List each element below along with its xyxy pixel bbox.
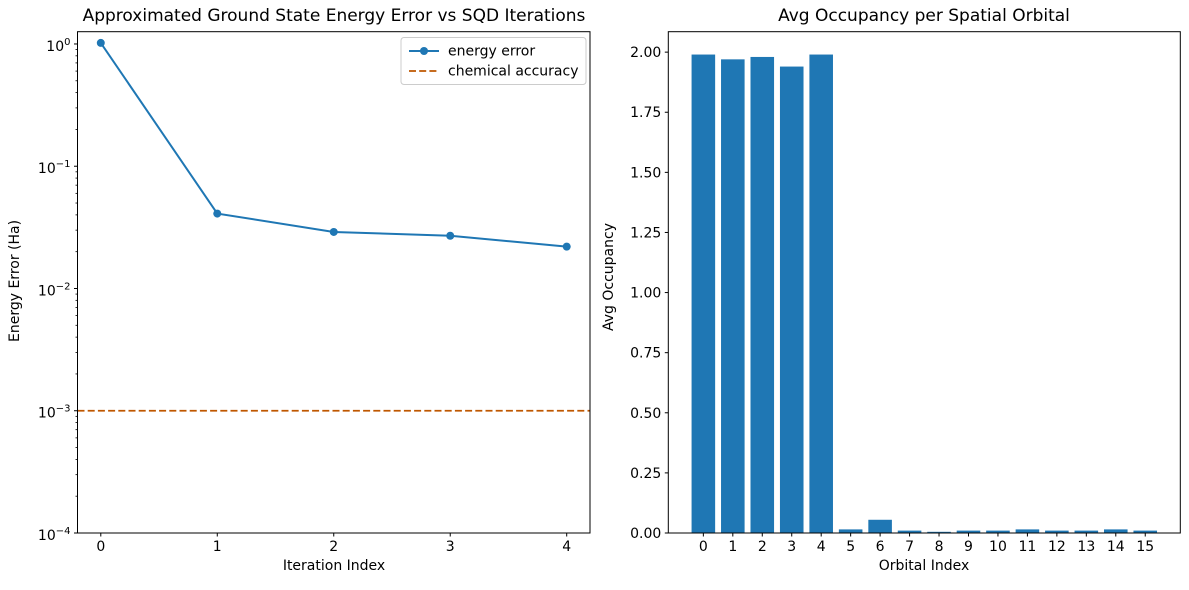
y-tick-label: 10−3	[38, 404, 71, 422]
axes-spines	[667, 31, 1181, 534]
x-tick-label: 4	[817, 539, 826, 555]
iteration-index-axis-label: Iteration Index	[282, 558, 386, 574]
x-tick-label: 15	[1136, 539, 1154, 555]
energy-error-marker	[213, 209, 222, 218]
y-tick-label: 10−4	[38, 526, 71, 544]
x-tick-label: 0	[96, 539, 105, 555]
x-tick-label: 1	[728, 539, 737, 555]
x-tick-label: 3	[446, 539, 455, 555]
legend-entry-label: energy error	[448, 44, 535, 60]
axes-spines	[77, 31, 591, 534]
energy-error-chart-title: Approximated Ground State Energy Error v…	[82, 6, 586, 26]
occupancy-bar	[868, 519, 892, 533]
y-tick-label: 0.00	[630, 526, 661, 542]
occupancy-bar	[1045, 530, 1069, 533]
y-tick-label: 1.00	[630, 286, 661, 302]
orbital-index-axis-label: Orbital Index	[878, 558, 970, 574]
x-tick-label: 14	[1107, 539, 1125, 555]
avg-occupancy-axis-label: Avg Occupancy	[601, 223, 617, 331]
occupancy-bar	[986, 530, 1010, 533]
energy-error-marker	[329, 227, 338, 236]
occupancy-bar	[956, 530, 981, 533]
y-tick-label: 0.50	[630, 406, 661, 422]
legend-box	[400, 37, 587, 85]
energy-error-chart: 0 1 2 3 4 100 10−1 10−2 10−3 10−4 energy error chem…	[38, 31, 591, 555]
energy-error-marker	[562, 242, 571, 251]
y-tick-label: 2.00	[630, 45, 661, 61]
occupancy-bar	[927, 531, 951, 533]
occupancy-chart: 0 1 2 3 4 5 6 7 8 9 10 11 12 13 14 150.000.250.500.751.…	[630, 31, 1181, 555]
occupancy-bar	[691, 54, 716, 533]
occupancy-bar	[750, 56, 775, 534]
x-tick-label: 12	[1048, 539, 1066, 555]
legend-marker-sample	[420, 47, 428, 55]
occupancy-bar	[779, 66, 804, 533]
x-tick-label: 11	[1018, 539, 1036, 555]
legend: energy error chemical accuracy	[400, 37, 587, 85]
x-tick-label: 0	[699, 539, 708, 555]
occupancy-bar	[1133, 530, 1158, 533]
y-tick-label: 100	[46, 37, 70, 55]
x-tick-label: 3	[787, 539, 796, 555]
y-tick-label: 10−2	[38, 281, 71, 299]
x-tick-label: 7	[905, 539, 914, 555]
energy-error-marker	[96, 38, 105, 47]
y-tick-label: 1.50	[630, 165, 661, 181]
x-tick-label: 5	[846, 539, 855, 555]
y-tick-label: 1.25	[630, 225, 661, 241]
x-tick-label: 8	[935, 539, 944, 555]
y-tick-label: 0.25	[630, 466, 661, 482]
y-tick-label: 0.75	[630, 346, 661, 362]
occupancy-bar	[1074, 530, 1099, 533]
occupancy-bar	[838, 529, 863, 533]
x-tick-label: 6	[876, 539, 885, 555]
x-tick-label: 9	[964, 539, 973, 555]
legend-entry-label: chemical accuracy	[448, 64, 579, 80]
x-tick-label: 2	[329, 539, 338, 555]
y-tick-label: 1.75	[630, 105, 661, 121]
occupancy-bar	[897, 530, 922, 533]
energy-error-marker	[446, 231, 455, 240]
x-tick-label: 10	[989, 539, 1007, 555]
occupancy-bar	[721, 59, 745, 533]
x-tick-label: 1	[213, 539, 222, 555]
occupancy-chart-title: Avg Occupancy per Spatial Orbital	[778, 6, 1070, 26]
x-tick-label: 13	[1077, 539, 1095, 555]
x-tick-label: 4	[562, 539, 571, 555]
occupancy-bar	[1015, 529, 1040, 533]
x-tick-label: 2	[758, 539, 767, 555]
occupancy-bar	[1104, 529, 1128, 533]
energy-error-axis-label: Energy Error (Ha)	[7, 219, 23, 342]
y-tick-label: 10−1	[38, 159, 71, 177]
occupancy-bar	[809, 54, 833, 533]
